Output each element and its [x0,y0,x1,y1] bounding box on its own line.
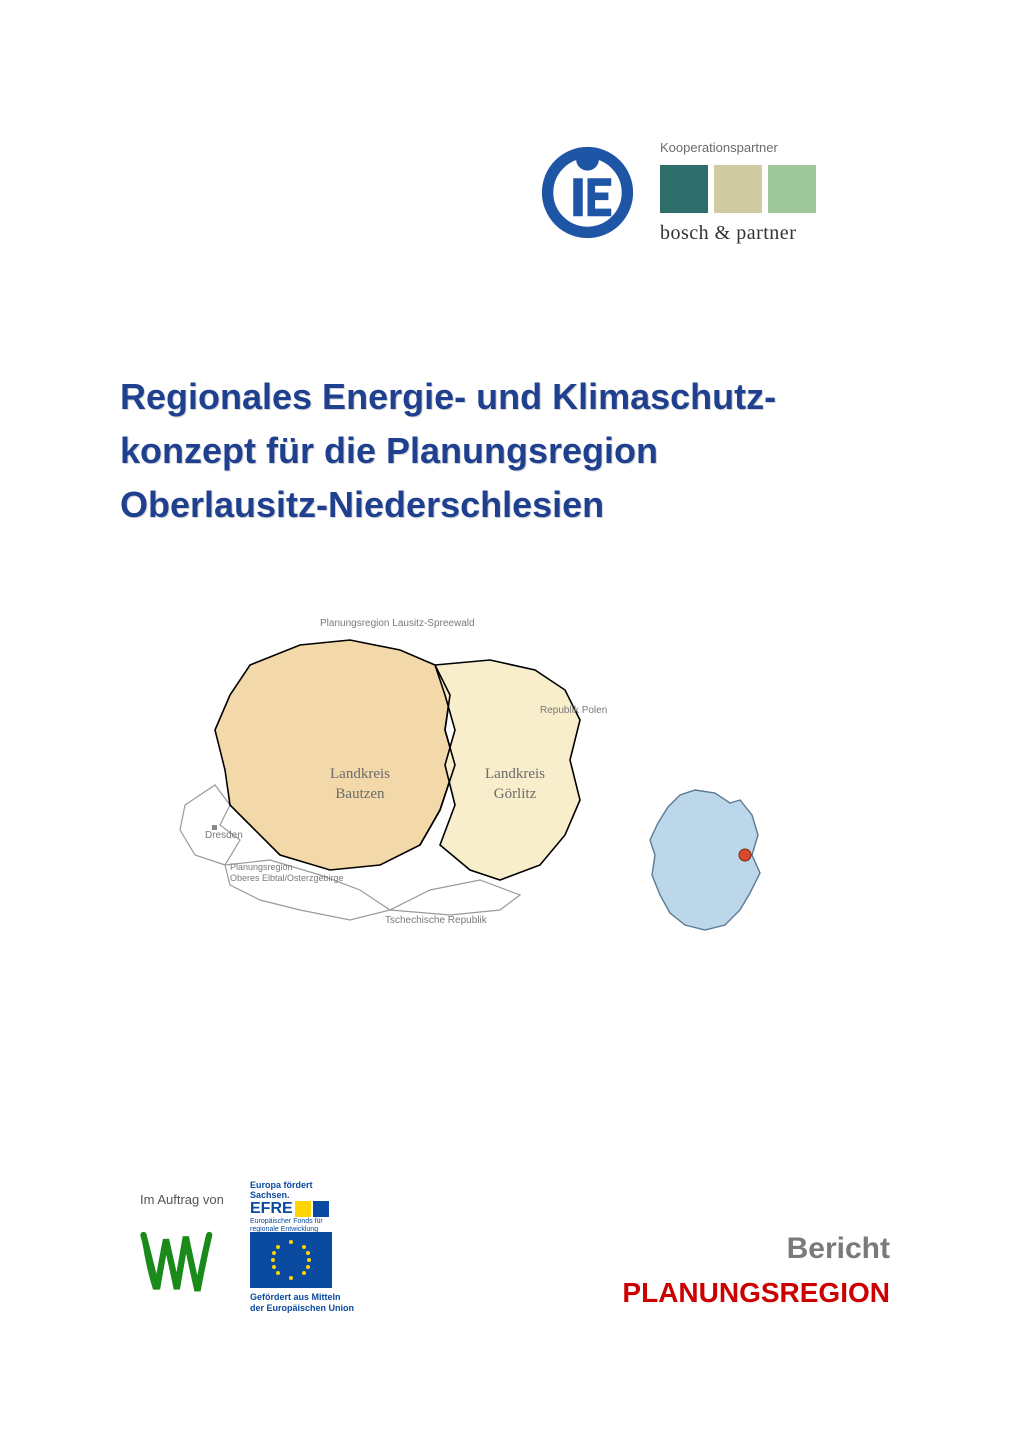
planungsregion-label: PLANUNGSREGION [622,1277,890,1309]
map-region-goerlitz-line2: Görlitz [494,786,537,802]
title-line-2: konzept für die Planungsregion [120,430,658,471]
map-region-bautzen-line1: Landkreis [330,766,390,782]
title-line-3: Oberlausitz-Niederschlesien [120,484,604,525]
client-logo-icon [130,1217,220,1307]
bp-block-3 [768,165,816,213]
map-label-elbtal-line2: Oberes Elbtal/Osterzgebirge [230,873,344,883]
im-auftrag-label: Im Auftrag von [140,1192,224,1207]
efre-square-yellow-icon [295,1201,311,1217]
efre-tagline: Europa fördert Sachsen. [250,1180,350,1200]
map-region-bautzen-line2: Bautzen [335,786,384,802]
bp-block-1 [660,165,708,213]
eu-flag-icon [250,1232,332,1288]
germany-inset-map-icon [640,785,770,935]
map-label-top: Planungsregion Lausitz-Spreewald [320,618,475,629]
map-label-czech: Tschechische Republik [385,915,487,926]
map-region-bautzen: Landkreis Bautzen [330,765,390,804]
eu-caption-line2: der Europäischen Union [250,1303,354,1313]
efre-brand-text: EFRE [250,1200,293,1218]
efre-square-blue-icon [313,1201,329,1217]
map-region-goerlitz: Landkreis Görlitz [485,765,545,804]
bp-block-2 [714,165,762,213]
map-region-goerlitz-line1: Landkreis [485,766,545,782]
ie-logo-icon [540,145,635,240]
document-title: Regionales Energie- und Klimaschutz- kon… [120,370,900,532]
efre-subline-1: Europäischer Fonds für [250,1218,323,1225]
map-label-right: Republik Polen [540,705,607,716]
eu-caption-line1: Gefördert aus Mitteln [250,1292,341,1302]
bosch-partner-blocks [660,165,816,213]
eu-caption: Gefördert aus Mitteln der Europäischen U… [250,1292,354,1314]
map-label-elbtal: Planungsregion Oberes Elbtal/Osterzgebir… [230,862,344,884]
footer-area: Im Auftrag von Europa fördert Sachsen. E… [130,1192,890,1322]
map-label-elbtal-line1: Planungsregion [230,862,293,872]
bericht-label: Bericht [787,1232,890,1266]
efre-block: Europa fördert Sachsen. EFRE Europäische… [250,1180,350,1233]
bosch-partner-text: bosch & partner [660,222,796,245]
map-label-dresden: Dresden [205,830,243,841]
efre-brand: EFRE [250,1200,350,1218]
title-line-1: Regionales Energie- und Klimaschutz- [120,376,776,417]
document-cover-page: Kooperationspartner bosch & partner Regi… [0,0,1020,1442]
partner-label: Kooperationspartner [660,140,778,155]
